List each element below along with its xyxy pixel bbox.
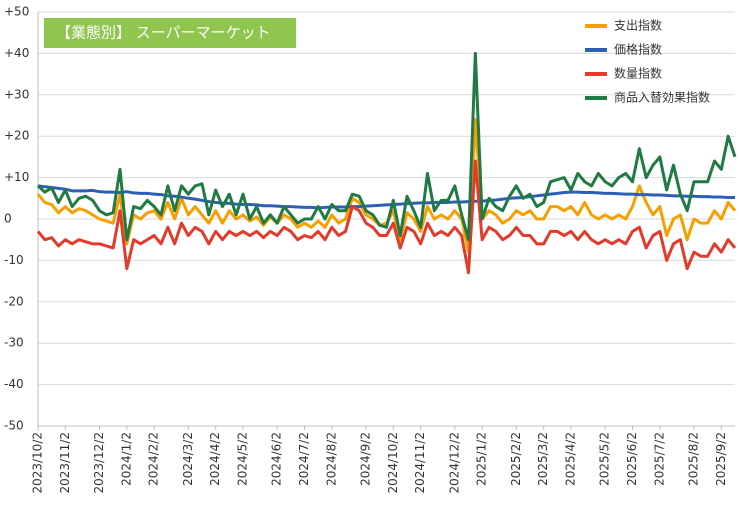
legend-label: 商品入替効果指数 <box>614 90 710 105</box>
y-tick-label: +40 <box>4 46 29 60</box>
x-tick-label: 2024/2/2 <box>147 432 161 486</box>
x-tick-label: 2025/2/2 <box>509 432 523 486</box>
x-tick-label: 2024/1/2 <box>119 432 133 486</box>
x-tick-label: 2024/5/2 <box>236 432 250 486</box>
x-tick-label: 2025/9/2 <box>714 432 728 486</box>
x-tick-label: 2024/4/2 <box>208 432 222 486</box>
x-tick-label: 2024/3/2 <box>181 432 195 486</box>
x-tick-label: 2024/11/2 <box>413 432 427 494</box>
x-tick-label: 2025/8/2 <box>687 432 701 486</box>
x-tick-label: 2025/1/2 <box>475 432 489 486</box>
x-tick-label: 2023/10/2 <box>31 432 45 494</box>
series-line <box>36 159 737 275</box>
y-tick-label: +50 <box>4 5 29 19</box>
x-tick-label: 2025/7/2 <box>652 432 666 486</box>
y-tick-label: 0 <box>4 212 12 226</box>
y-tick-label: -20 <box>4 294 24 308</box>
chart-title: 【業態別】 スーパーマーケット <box>56 24 271 42</box>
x-tick-label: 2024/12/2 <box>447 432 461 494</box>
x-tick-label: 2024/10/2 <box>386 432 400 494</box>
legend-label: 支出指数 <box>614 18 662 33</box>
legend-label: 数量指数 <box>614 66 662 81</box>
x-tick-label: 2025/4/2 <box>564 432 578 486</box>
series-line <box>37 184 735 210</box>
x-tick-label: 2024/9/2 <box>359 432 373 486</box>
x-tick-label: 2023/11/2 <box>58 432 72 494</box>
x-tick-label: 2023/12/2 <box>92 432 106 494</box>
y-tick-label: -30 <box>4 336 24 350</box>
y-tick-label: +20 <box>4 129 29 143</box>
title-box <box>44 18 296 48</box>
series-line <box>36 51 737 242</box>
x-tick-label: 2024/7/2 <box>297 432 311 486</box>
x-tick-label: 2024/6/2 <box>270 432 284 486</box>
x-tick-label: 2025/3/2 <box>536 432 550 486</box>
x-tick-label: 2024/8/2 <box>324 432 338 486</box>
x-tick-label: 2025/6/2 <box>625 432 639 486</box>
legend-label: 価格指数 <box>614 42 662 57</box>
y-tick-label: -50 <box>4 419 24 433</box>
y-tick-label: +10 <box>4 170 29 184</box>
x-tick-label: 2025/5/2 <box>598 432 612 486</box>
y-tick-label: -10 <box>4 253 24 267</box>
y-tick-label: -40 <box>4 377 24 391</box>
y-tick-label: +30 <box>4 87 29 101</box>
